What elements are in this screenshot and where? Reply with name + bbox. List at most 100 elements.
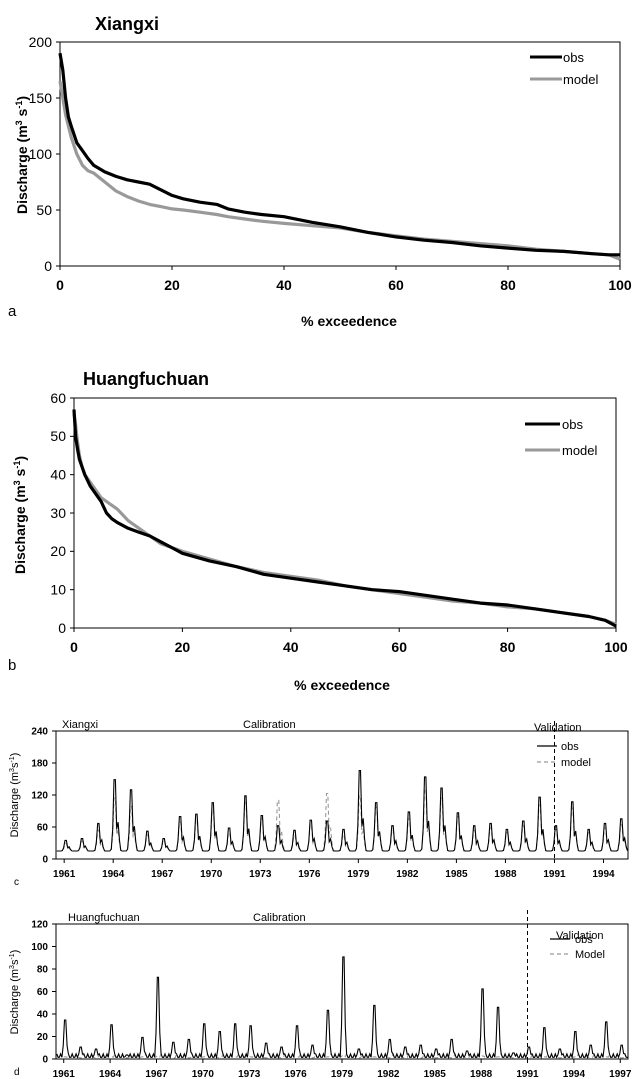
y-tick-label: 0 bbox=[58, 620, 66, 636]
x-tick-label: 1961 bbox=[53, 1069, 76, 1079]
y-tick-label: 120 bbox=[31, 920, 48, 931]
panel-b-legend: obs model bbox=[525, 417, 598, 458]
x-tick-label: 20 bbox=[164, 277, 180, 293]
x-tick-label: 1964 bbox=[102, 869, 125, 880]
panel-c-xiangxi-timeseries: 0 60 120 180 240 1961 1964 1967 1970 1973 1976 197… bbox=[9, 719, 629, 888]
y-tick-label: 60 bbox=[37, 987, 49, 998]
panel-b-x-axis-label: % exceedence bbox=[294, 677, 390, 693]
x-tick-label: 1982 bbox=[377, 1069, 400, 1079]
series-line-obs bbox=[58, 52, 620, 257]
x-tick-label: 100 bbox=[604, 639, 628, 655]
y-tick-label: 0 bbox=[42, 855, 48, 866]
x-tick-label: 1991 bbox=[543, 869, 566, 880]
y-tick-label: 150 bbox=[29, 90, 53, 106]
panel-d-calibration-label: Calibration bbox=[253, 912, 306, 924]
panel-a-legend: obs model bbox=[530, 50, 599, 87]
panel-a-legend-model-label: model bbox=[563, 72, 599, 87]
panel-d-huangfuchuan-timeseries: 0 20 40 60 80 100 120 1961 1964 1967 1970 1973 1976… bbox=[9, 910, 632, 1079]
panel-d-letter: d bbox=[14, 1067, 20, 1078]
y-tick-label: 80 bbox=[37, 965, 49, 976]
y-tick-label: 60 bbox=[50, 390, 66, 406]
y-tick-label: 50 bbox=[50, 428, 66, 444]
panel-c-validation-label: Validation bbox=[534, 722, 582, 734]
x-tick-label: 1970 bbox=[192, 1069, 215, 1079]
x-tick-label: 40 bbox=[283, 639, 299, 655]
x-tick-label: 1988 bbox=[494, 869, 517, 880]
panel-c-calibration-label: Calibration bbox=[243, 719, 296, 731]
y-tick-label: 20 bbox=[50, 543, 66, 559]
panel-a-legend-obs-label: obs bbox=[563, 50, 584, 65]
x-tick-label: 1967 bbox=[145, 1069, 168, 1079]
x-tick-label: 20 bbox=[175, 639, 191, 655]
y-tick-label: 40 bbox=[37, 1010, 49, 1021]
series-line-obs bbox=[56, 769, 629, 852]
y-tick-label: 60 bbox=[37, 823, 49, 834]
x-tick-label: 1997 bbox=[609, 1069, 632, 1079]
panel-b-y-tick-labels: 0 10 20 30 40 50 60 bbox=[50, 390, 74, 636]
y-tick-label: 100 bbox=[29, 146, 53, 162]
x-tick-label: 60 bbox=[391, 639, 407, 655]
x-tick-label: 60 bbox=[388, 277, 404, 293]
panel-c-site-label: Xiangxi bbox=[62, 719, 98, 731]
x-tick-label: 1961 bbox=[53, 869, 76, 880]
series-line-obs bbox=[72, 409, 617, 628]
panel-a-y-tick-labels: 0 50 100 150 200 bbox=[29, 34, 60, 274]
panel-d-series-lines bbox=[56, 956, 628, 1060]
y-tick-label: 180 bbox=[31, 759, 48, 770]
y-tick-label: 0 bbox=[42, 1055, 48, 1066]
panel-c-y-tick-labels: 0 60 120 180 240 bbox=[31, 727, 56, 866]
panel-b-letter: b bbox=[8, 657, 16, 674]
series-line-model bbox=[58, 80, 621, 261]
x-tick-label: 1985 bbox=[445, 869, 468, 880]
panel-a-letter: a bbox=[8, 303, 17, 320]
x-tick-label: 1964 bbox=[99, 1069, 122, 1079]
x-tick-label: 1991 bbox=[516, 1069, 539, 1079]
x-tick-label: 80 bbox=[500, 639, 516, 655]
x-tick-label: 1988 bbox=[470, 1069, 493, 1079]
panel-a-xiangxi-duration-curve: Xiangxi 0 50 100 150 200 0 20 40 60 80 100 Discha… bbox=[8, 14, 632, 329]
x-tick-label: 1970 bbox=[200, 869, 223, 880]
panel-a-series-lines bbox=[58, 52, 621, 261]
panel-b-plot-frame bbox=[73, 397, 617, 629]
panel-b-legend-obs-label: obs bbox=[562, 417, 583, 432]
y-tick-label: 200 bbox=[29, 34, 53, 50]
panel-c-x-tick-labels: 1961 1964 1967 1970 1973 1976 1979 1982 1985 1988… bbox=[53, 859, 615, 880]
panel-a-title: Xiangxi bbox=[95, 14, 159, 34]
panel-d-y-axis-label: Discharge (m3s-1) bbox=[9, 950, 21, 1035]
panel-b-y-axis-label: Discharge (m3 s-1) bbox=[12, 456, 28, 574]
x-tick-label: 1979 bbox=[347, 869, 370, 880]
panel-d-site-label: Huangfuchuan bbox=[68, 912, 140, 924]
x-tick-label: 1979 bbox=[331, 1069, 354, 1079]
x-tick-label: 1994 bbox=[592, 869, 615, 880]
panel-a-x-axis-label: % exceedence bbox=[301, 313, 397, 329]
x-tick-label: 80 bbox=[500, 277, 516, 293]
panel-d-y-tick-labels: 0 20 40 60 80 100 120 bbox=[31, 920, 56, 1066]
x-tick-label: 1976 bbox=[284, 1069, 307, 1079]
y-tick-label: 120 bbox=[31, 791, 48, 802]
x-tick-label: 0 bbox=[70, 639, 78, 655]
panel-a-y-axis-label: Discharge (m3 s-1) bbox=[14, 96, 30, 214]
panel-d-x-tick-labels: 1961 1964 1967 1970 1973 1976 1979 1982 1985 1988… bbox=[53, 1059, 632, 1079]
x-tick-label: 1994 bbox=[563, 1069, 586, 1079]
panel-a-plot-frame bbox=[59, 41, 621, 267]
y-tick-label: 240 bbox=[31, 727, 48, 738]
panel-b-series-lines bbox=[72, 409, 617, 628]
panel-c-series-lines bbox=[56, 769, 629, 852]
x-tick-label: 100 bbox=[608, 277, 632, 293]
panel-a-x-tick-labels: 0 20 40 60 80 100 bbox=[56, 266, 632, 293]
x-tick-label: 1973 bbox=[249, 869, 272, 880]
x-tick-label: 1982 bbox=[396, 869, 419, 880]
x-tick-label: 0 bbox=[56, 277, 64, 293]
y-tick-label: 0 bbox=[44, 258, 52, 274]
x-tick-label: 40 bbox=[276, 277, 292, 293]
x-tick-label: 1976 bbox=[298, 869, 321, 880]
panel-d-legend-obs-label: obs bbox=[575, 934, 593, 946]
panel-c-y-axis-label: Discharge (m3s-1) bbox=[9, 753, 21, 838]
series-line-obs bbox=[56, 956, 628, 1060]
panel-d-legend: obs Model bbox=[550, 934, 605, 961]
panel-b-x-tick-labels: 0 20 40 60 80 100 bbox=[70, 628, 628, 655]
panel-b-title: Huangfuchuan bbox=[83, 369, 209, 389]
y-tick-label: 10 bbox=[50, 582, 66, 598]
